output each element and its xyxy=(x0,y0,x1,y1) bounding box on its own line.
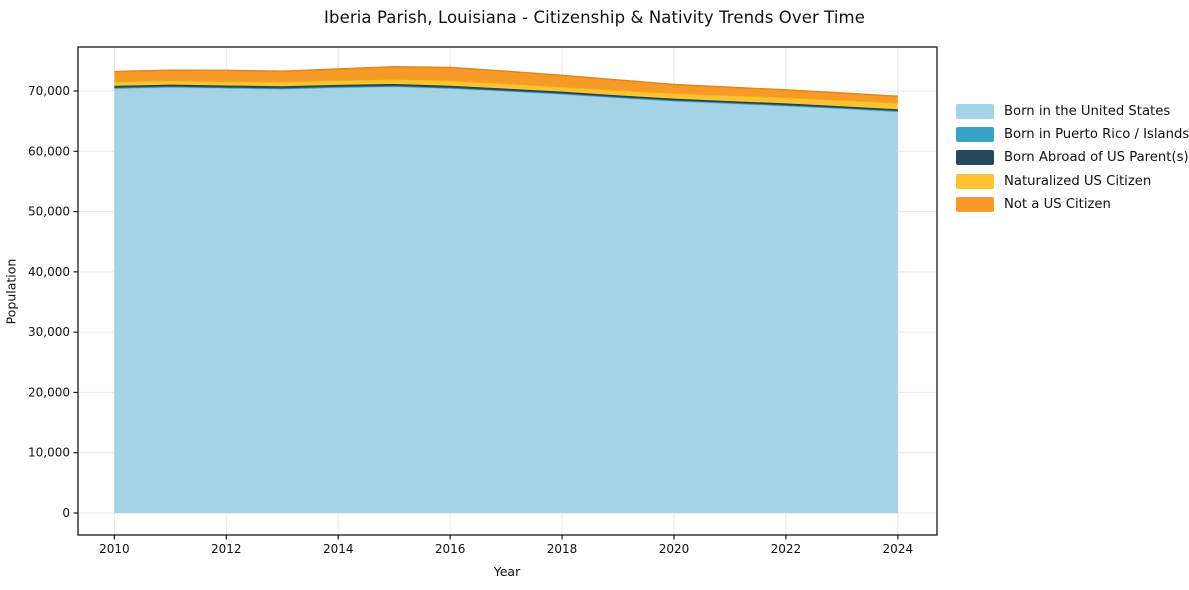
x-tick-label: 2012 xyxy=(211,542,242,556)
legend-item-born-abroad: Born Abroad of US Parent(s) xyxy=(956,146,1189,169)
x-tick-label: 2020 xyxy=(659,542,690,556)
legend-item-not-citizen: Not a US Citizen xyxy=(956,193,1189,216)
legend-label: Born in Puerto Rico / Islands xyxy=(1004,127,1189,143)
y-tick-label: 40,000 xyxy=(28,265,70,279)
y-tick-label: 60,000 xyxy=(28,144,70,158)
legend-item-naturalized: Naturalized US Citizen xyxy=(956,170,1189,193)
legend-swatch-born-abroad xyxy=(956,150,994,166)
x-tick-label: 2014 xyxy=(323,542,354,556)
legend-swatch-born-pr-islands xyxy=(956,127,994,143)
legend-item-born-pr-islands: Born in Puerto Rico / Islands xyxy=(956,123,1189,146)
x-tick-label: 2022 xyxy=(771,542,802,556)
area-born-abroad-of-us-parent-s xyxy=(114,83,898,111)
chart-title: Iberia Parish, Louisiana - Citizenship &… xyxy=(324,8,865,27)
legend-label: Born in the United States xyxy=(1004,104,1171,120)
legend-label: Naturalized US Citizen xyxy=(1004,173,1152,189)
x-axis-label: Year xyxy=(493,564,521,579)
y-tick-label: 20,000 xyxy=(28,385,70,399)
y-axis-label: Population xyxy=(3,258,19,325)
legend: Born in the United States Born in Puerto… xyxy=(956,100,1189,216)
plot-border xyxy=(77,46,938,536)
y-tick-label: 10,000 xyxy=(28,446,70,460)
y-tick-label: 70,000 xyxy=(28,84,70,98)
legend-swatch-naturalized xyxy=(956,173,994,189)
x-tick-label: 2016 xyxy=(435,542,466,556)
x-tick-label: 2010 xyxy=(99,542,130,556)
area-edge-not-a-us-citizen xyxy=(114,65,898,97)
legend-swatch-not-citizen xyxy=(956,196,994,212)
x-tick-label: 2024 xyxy=(883,542,914,556)
legend-item-born-us: Born in the United States xyxy=(956,100,1189,123)
area-born-in-the-united-states xyxy=(114,86,898,513)
x-tick-label: 2018 xyxy=(547,542,578,556)
area-not-a-us-citizen xyxy=(114,66,898,103)
y-tick-label: 0 xyxy=(62,506,70,520)
legend-swatch-born-us xyxy=(956,104,994,120)
y-tick-label: 50,000 xyxy=(28,205,70,219)
legend-label: Not a US Citizen xyxy=(1004,196,1111,212)
area-naturalized-us-citizen xyxy=(114,79,898,110)
legend-label: Born Abroad of US Parent(s) xyxy=(1004,150,1189,166)
y-tick-label: 30,000 xyxy=(28,325,70,339)
